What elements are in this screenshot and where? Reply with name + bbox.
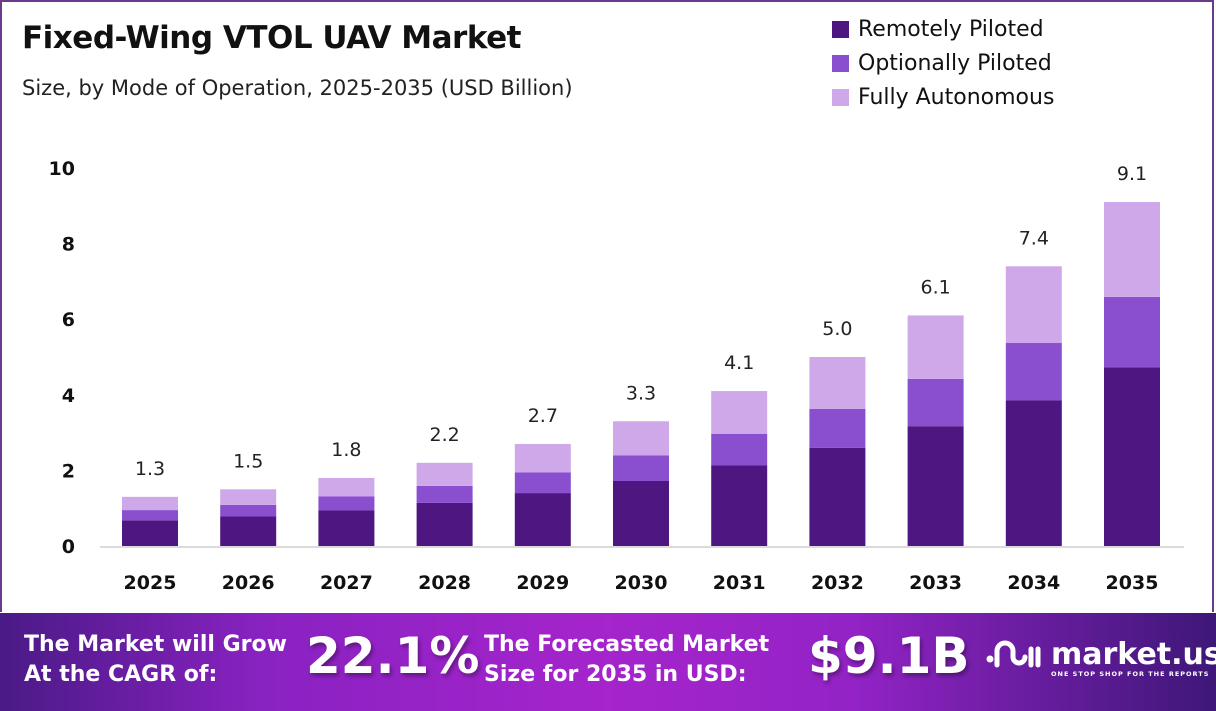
market-size-value: $9.1B (808, 627, 970, 685)
x-tick-label: 2034 (1007, 572, 1060, 594)
bar-segment-remotely-piloted (907, 426, 964, 546)
brand-name: market.us (1051, 636, 1216, 672)
market-size-label-line2: Size for 2035 in USD: (484, 662, 747, 687)
y-tick-label: 10 (49, 158, 75, 180)
bar-segment-remotely-piloted (318, 510, 375, 546)
bar-segment-remotely-piloted (1005, 400, 1062, 546)
y-tick-label: 4 (62, 385, 75, 407)
x-tick-label: 2027 (320, 572, 373, 594)
bar-segment-optionally-piloted (711, 433, 768, 466)
bar-segment-fully-autonomous (711, 391, 768, 434)
bar-segment-fully-autonomous (613, 421, 669, 456)
market-us-logo-icon (985, 637, 1041, 680)
bar-segment-fully-autonomous (122, 496, 178, 511)
y-tick-label: 6 (62, 309, 75, 331)
bar-segment-fully-autonomous (416, 462, 473, 486)
bar-total-label: 1.8 (331, 439, 361, 461)
bar-segment-optionally-piloted (1005, 343, 1062, 401)
bar-segment-optionally-piloted (122, 510, 178, 521)
chart-subtitle: Size, by Mode of Operation, 2025-2035 (U… (22, 76, 573, 100)
bar-segment-optionally-piloted (514, 472, 571, 494)
bar-total-label: 6.1 (920, 276, 950, 298)
bar-total-label: 9.1 (1117, 163, 1147, 185)
bar-segment-optionally-piloted (416, 485, 473, 503)
legend: Remotely Piloted Optionally Piloted Full… (832, 12, 1054, 114)
bar-segment-fully-autonomous (907, 315, 964, 379)
bar-segment-fully-autonomous (1104, 202, 1160, 297)
bar-segment-remotely-piloted (1104, 367, 1160, 546)
market-size-label-line1: The Forecasted Market (484, 632, 770, 657)
bar-segment-fully-autonomous (514, 443, 571, 473)
legend-item-optionally-piloted: Optionally Piloted (832, 46, 1054, 80)
bar-segment-optionally-piloted (1104, 296, 1160, 368)
x-tick-label: 2029 (516, 572, 569, 594)
x-tick-label: 2030 (615, 572, 668, 594)
legend-label: Fully Autonomous (858, 84, 1055, 110)
x-tick-label: 2033 (909, 572, 962, 594)
legend-item-remotely-piloted: Remotely Piloted (832, 12, 1054, 46)
legend-item-fully-autonomous: Fully Autonomous (832, 80, 1054, 114)
bar-segment-remotely-piloted (809, 447, 866, 546)
legend-swatch-remotely-piloted (832, 20, 849, 38)
bar-segment-optionally-piloted (318, 496, 375, 511)
bar-segment-remotely-piloted (416, 502, 473, 546)
y-tick-label: 0 (62, 536, 75, 558)
bar-total-label: 2.7 (528, 405, 558, 427)
bar-segment-remotely-piloted (613, 480, 669, 546)
cagr-label-line1: The Market will Grow (24, 632, 287, 657)
x-tick-label: 2026 (222, 572, 275, 594)
cagr-label-line2: At the CAGR of: (24, 662, 218, 687)
x-tick-label: 2035 (1106, 572, 1159, 594)
bar-segment-fully-autonomous (809, 357, 866, 409)
footer-banner: The Market will Grow At the CAGR of: 22.… (0, 613, 1216, 711)
brand-tagline: ONE STOP SHOP FOR THE REPORTS (1051, 669, 1210, 678)
bar-total-label: 7.4 (1019, 227, 1049, 249)
bar-segment-remotely-piloted (122, 520, 178, 546)
y-tick-label: 2 (62, 460, 75, 482)
bar-total-label: 4.1 (724, 352, 754, 374)
legend-label: Remotely Piloted (858, 16, 1044, 42)
bar-segment-optionally-piloted (220, 504, 277, 517)
bar-total-label: 5.0 (822, 318, 852, 340)
bar-total-label: 3.3 (626, 382, 656, 404)
bar-segment-fully-autonomous (318, 477, 375, 497)
brand-logo: market.us ONE STOP SHOP FOR THE REPORTS (985, 637, 1216, 680)
bar-segment-remotely-piloted (711, 465, 768, 546)
cagr-value: 22.1% (306, 627, 480, 685)
bar-segment-optionally-piloted (907, 378, 964, 427)
x-tick-label: 2025 (124, 572, 177, 594)
bar-segment-fully-autonomous (1005, 266, 1062, 344)
legend-swatch-fully-autonomous (832, 88, 849, 106)
bar-segment-remotely-piloted (514, 493, 571, 546)
legend-swatch-optionally-piloted (832, 54, 849, 72)
y-tick-label: 8 (62, 234, 75, 256)
bar-chart: 0 2 4 6 8 10 1.3 2025 1.5 2026 1.8 2027 2.2 2028 2.7 20… (49, 158, 1184, 594)
x-tick-label: 2028 (418, 572, 471, 594)
market-size-label: The Forecasted Market Size for 2035 in U… (484, 630, 769, 690)
chart-title: Fixed-Wing VTOL UAV Market (22, 20, 521, 56)
market-us-logo-glyph (986, 640, 1041, 668)
bar-total-label: 1.3 (135, 458, 165, 480)
bar-segment-optionally-piloted (809, 408, 866, 448)
x-tick-label: 2032 (811, 572, 864, 594)
legend-label: Optionally Piloted (858, 50, 1052, 76)
bar-segment-fully-autonomous (220, 489, 277, 505)
bar-total-label: 2.2 (429, 424, 459, 446)
bar-segment-remotely-piloted (220, 516, 277, 546)
cagr-label: The Market will Grow At the CAGR of: (24, 630, 287, 690)
bar-total-label: 1.5 (233, 450, 263, 472)
bar-segment-optionally-piloted (613, 455, 669, 481)
x-tick-label: 2031 (713, 572, 766, 594)
